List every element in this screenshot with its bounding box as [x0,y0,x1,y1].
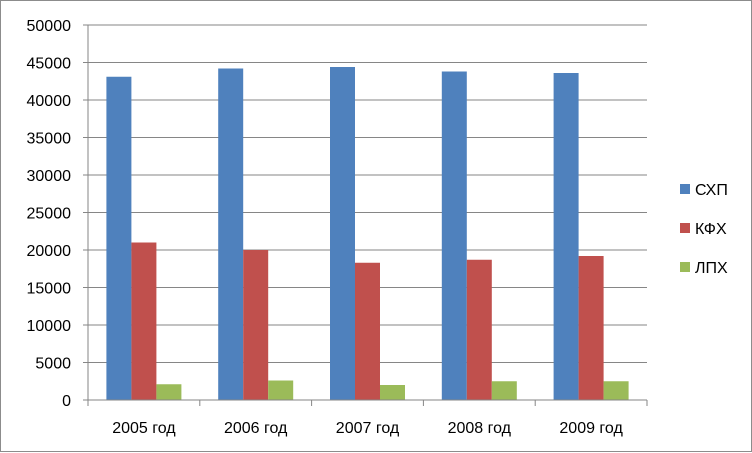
legend-label: ЛПХ [695,260,728,277]
bar-ЛПХ-2005 год [156,384,182,400]
legend-swatch-КФХ [680,223,690,233]
bar-КФХ-2008 год [466,259,492,400]
y-tick-label: 35000 [27,131,72,148]
y-tick-label: 30000 [27,168,72,185]
y-axis-ticks: 0 5000 10000 15000 20000 25000 30000 35000 40000… [27,18,72,410]
bar-ЛПХ-2007 год [380,385,405,400]
gridlines [88,24,647,363]
bar-КФХ-2007 год [355,262,380,400]
bar-СХП-2009 год [553,73,579,400]
y-tick-label: 0 [62,393,71,410]
y-tick-label: 15000 [27,281,72,298]
y-tick-label: 10000 [27,318,72,335]
bars [106,67,629,400]
x-tick-label: 2007 год [336,420,400,437]
bar-СХП-2006 год [218,68,244,400]
legend-swatch-ЛПХ [680,262,690,272]
bar-ЛПХ-2009 год [603,381,629,400]
y-tick-label: 20000 [27,243,72,260]
y-tick-label: 45000 [27,56,72,73]
bar-ЛПХ-2008 год [491,381,517,400]
legend-label: КФХ [695,221,727,238]
x-tick-label: 2005 год [112,420,176,437]
x-tick-label: 2008 год [448,420,512,437]
legend-label: СХП [695,182,728,199]
bar-КФХ-2006 год [243,250,269,400]
y-tick-label: 40000 [27,93,72,110]
legend-swatch-СХП [680,184,690,194]
y-tick-label: 50000 [27,18,72,35]
axes [83,24,648,406]
bar-СХП-2007 год [330,67,355,400]
legend: СХП КФХ ЛПХ [680,182,728,277]
x-axis-ticks: 2005 год 2006 год 2007 год 2008 год 2009 год [112,420,623,437]
y-tick-label: 25000 [27,206,72,223]
y-tick-label: 5000 [35,356,71,373]
bar-ЛПХ-2006 год [268,380,294,400]
bar-СХП-2005 год [106,76,132,400]
bar-КФХ-2009 год [578,256,604,400]
bar-СХП-2008 год [441,71,467,400]
bar-КФХ-2005 год [131,242,157,400]
x-tick-label: 2006 год [224,420,288,437]
x-tick-label: 2009 год [559,420,623,437]
